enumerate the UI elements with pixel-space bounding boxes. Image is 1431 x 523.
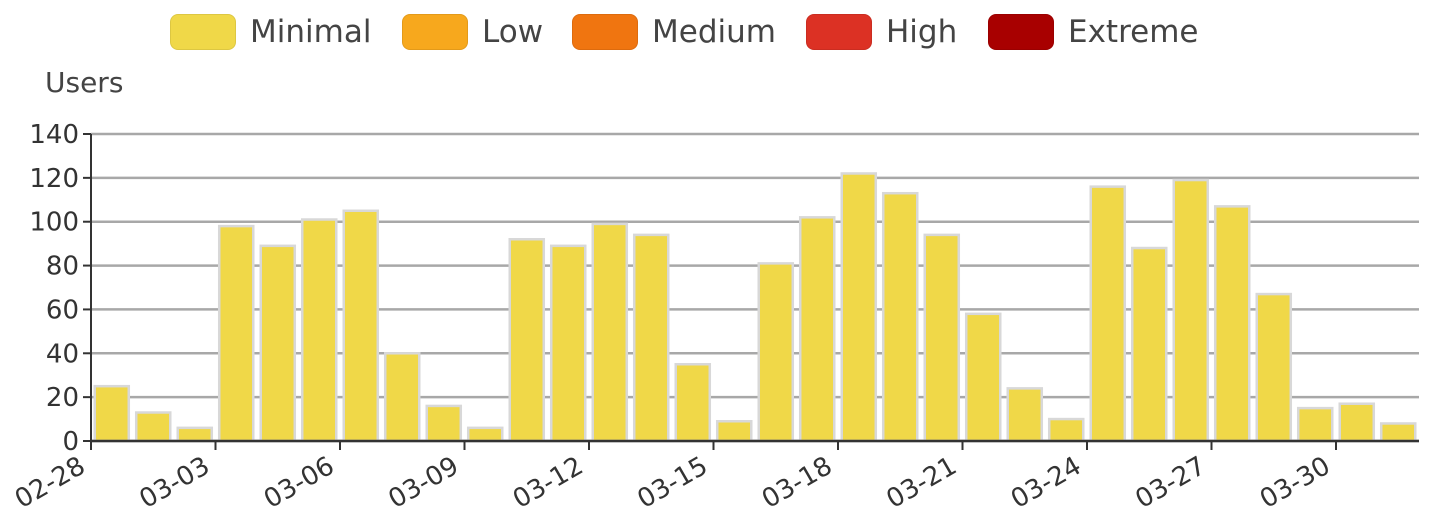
- legend-item-extreme[interactable]: Extreme: [988, 12, 1199, 52]
- bar: [1089, 185, 1127, 443]
- legend-swatch: [572, 14, 638, 50]
- legend-item-medium[interactable]: Medium: [572, 12, 776, 52]
- y-tick-label: 120: [29, 164, 79, 194]
- bar: [425, 404, 463, 443]
- bar: [840, 172, 878, 443]
- bar: [715, 420, 753, 443]
- bar: [176, 426, 214, 443]
- bar: [342, 209, 380, 443]
- bar: [757, 262, 795, 443]
- y-axis-title: Users: [45, 66, 123, 99]
- bar: [300, 218, 338, 443]
- legend-item-minimal[interactable]: Minimal: [170, 12, 371, 52]
- bar: [674, 363, 712, 443]
- legend-label: Extreme: [1068, 14, 1199, 50]
- x-tick-label: 02-28: [10, 451, 90, 515]
- x-tick-label: 03-18: [757, 451, 837, 515]
- bar: [591, 222, 629, 443]
- bar: [798, 216, 836, 443]
- bar: [632, 233, 670, 443]
- legend-label: Minimal: [250, 14, 372, 50]
- bar: [134, 411, 172, 443]
- bar: [1379, 422, 1417, 443]
- bar: [923, 233, 961, 443]
- x-tick-label: 03-27: [1131, 451, 1211, 515]
- y-tick-label: 60: [46, 295, 79, 325]
- legend-swatch: [170, 14, 236, 50]
- y-tick-label: 0: [62, 427, 79, 457]
- legend-item-high[interactable]: High: [806, 12, 957, 52]
- legend-label: High: [886, 14, 958, 50]
- bar: [1130, 246, 1168, 443]
- bar: [1047, 417, 1085, 443]
- x-tick-label: 03-30: [1255, 451, 1335, 515]
- legend-swatch: [402, 14, 468, 50]
- x-tick-label: 03-21: [882, 451, 962, 515]
- x-tick-label: 03-12: [508, 451, 588, 515]
- bar: [1338, 402, 1376, 443]
- bar: [93, 384, 131, 443]
- bar: [217, 224, 255, 443]
- y-tick-label: 140: [29, 120, 79, 150]
- bar: [383, 352, 421, 443]
- y-tick-label: 20: [46, 383, 79, 413]
- legend-label: Low: [482, 14, 544, 50]
- bar: [1255, 292, 1293, 443]
- bar: [1296, 406, 1334, 443]
- bar: [549, 244, 587, 443]
- chart-legend: Minimal Low Medium High Extreme: [0, 12, 1431, 52]
- legend-label: Medium: [652, 14, 776, 50]
- bar: [964, 312, 1002, 443]
- legend-item-low[interactable]: Low: [402, 12, 543, 52]
- x-tick-label: 03-03: [135, 451, 215, 515]
- legend-swatch: [988, 14, 1054, 50]
- y-tick-label: 80: [46, 252, 79, 282]
- bar: [466, 426, 504, 443]
- bar: [508, 238, 546, 443]
- bar: [1006, 387, 1044, 443]
- bar: [881, 191, 919, 443]
- x-tick-label: 03-15: [633, 451, 713, 515]
- x-tick-label: 03-09: [384, 451, 464, 515]
- bar: [259, 244, 297, 443]
- bar: [1172, 178, 1210, 443]
- y-tick-label: 100: [29, 208, 79, 238]
- x-tick-label: 03-24: [1006, 451, 1086, 515]
- bar: [1213, 205, 1251, 443]
- legend-swatch: [806, 14, 872, 50]
- x-tick-label: 03-06: [259, 451, 339, 515]
- y-tick-label: 40: [46, 339, 79, 369]
